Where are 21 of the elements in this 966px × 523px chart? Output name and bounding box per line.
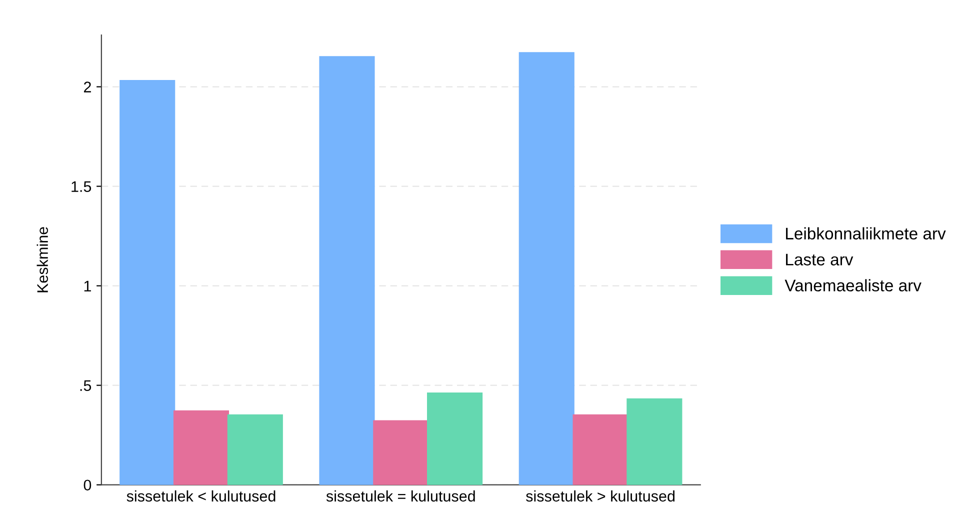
bar xyxy=(120,80,176,485)
bar xyxy=(518,52,574,485)
y-tick-label: 1.5 xyxy=(72,181,92,192)
x-tick-label: sissetulek > kulutused xyxy=(526,490,674,502)
bar xyxy=(373,420,429,485)
bar xyxy=(427,392,483,485)
bar xyxy=(173,410,230,485)
legend-label: Vanemaealiste arv xyxy=(784,279,922,292)
x-tick-label: sissetulek = kulutused xyxy=(326,490,475,502)
y-tick-label: 0 xyxy=(84,480,92,491)
legend-label: Leibkonnaliikmete arv xyxy=(786,227,946,240)
bar xyxy=(319,56,375,485)
bar xyxy=(227,414,283,485)
legend-label: Laste arv xyxy=(786,254,854,266)
y-tick-label: 2 xyxy=(84,82,91,92)
y-axis-title: Keskmine xyxy=(36,227,48,292)
x-tick-label: sissetulek < kulutused xyxy=(126,490,276,502)
y-tick-label: 1 xyxy=(84,280,91,292)
bar xyxy=(626,398,682,485)
y-tick-label: .5 xyxy=(80,380,92,391)
bar xyxy=(572,414,628,485)
